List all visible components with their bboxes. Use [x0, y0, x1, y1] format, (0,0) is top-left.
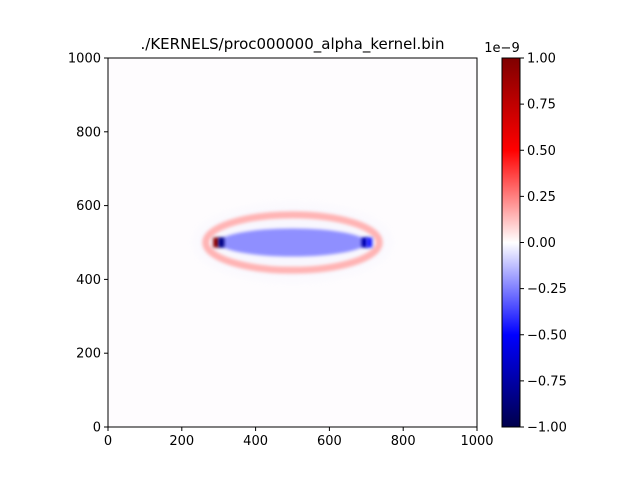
colorbar-offset-label: 1e−9	[484, 41, 519, 56]
colorbar: −1.00 −0.75 −0.50 −0.25 0.00 0.25 0.50 0.75 1.00…	[484, 41, 567, 436]
colorbar-tick-label: 0.25	[527, 190, 556, 205]
heat-spot-2	[213, 237, 220, 248]
x-tick-label: 1000	[460, 434, 493, 449]
colorbar-tick-label: 0.00	[527, 236, 556, 251]
colorbar-tick-label: −1.00	[527, 421, 567, 436]
chart-title: ./KERNELS/proc000000_alpha_kernel.bin	[141, 35, 445, 54]
y-tick-label: 600	[76, 199, 101, 214]
heatmap-features	[194, 205, 391, 280]
colorbar-tick-label: −0.25	[527, 282, 567, 297]
y-tick-label: 0	[93, 421, 101, 436]
colorbar-tick-label: −0.75	[527, 374, 567, 389]
heatmap-plot-area	[107, 57, 478, 428]
heat-spot-4	[361, 237, 368, 248]
x-tick-label: 0	[104, 434, 112, 449]
y-tick-label: 1000	[68, 52, 101, 67]
colorbar-tick-label: 0.50	[527, 144, 556, 159]
colorbar-tick-label: 0.75	[527, 98, 556, 113]
y-tick-label: 400	[76, 273, 101, 288]
heat-core	[218, 228, 367, 257]
y-axis: 0 200 400 600 800 1000	[68, 52, 108, 436]
x-tick-label: 600	[317, 434, 342, 449]
colorbar-tick-label: 1.00	[527, 52, 556, 67]
colorbar-tick-label: −0.50	[527, 328, 567, 343]
x-tick-label: 200	[169, 434, 194, 449]
heat-spot-3	[218, 237, 225, 248]
plot-frame	[107, 57, 478, 428]
y-tick-label: 200	[76, 347, 101, 362]
y-tick-label: 800	[76, 125, 101, 140]
heat-spot-5	[366, 237, 373, 248]
x-axis: 0 200 400 600 800 1000	[104, 427, 494, 449]
colorbar-gradient	[502, 58, 520, 427]
colorbar-ticks: −1.00 −0.75 −0.50 −0.25 0.00 0.25 0.50 0.75 1.00	[520, 52, 567, 436]
x-tick-label: 800	[391, 434, 416, 449]
x-tick-label: 400	[243, 434, 268, 449]
heat-ring	[202, 211, 383, 274]
